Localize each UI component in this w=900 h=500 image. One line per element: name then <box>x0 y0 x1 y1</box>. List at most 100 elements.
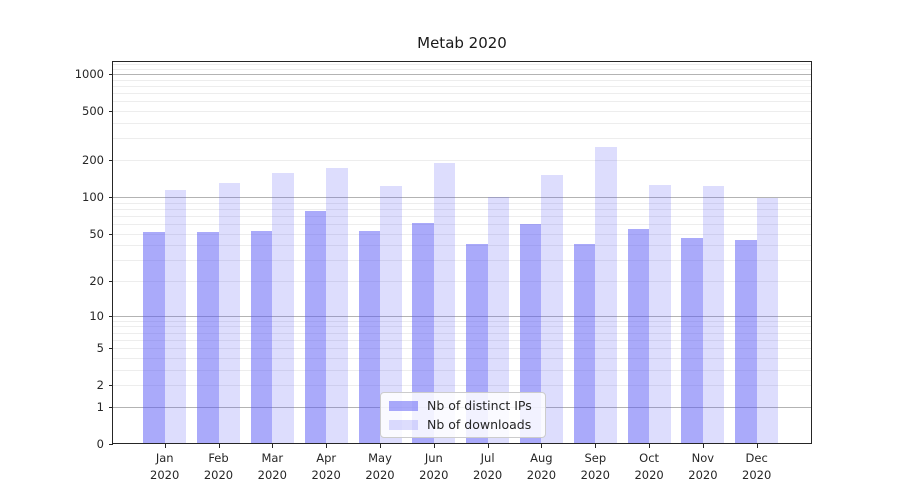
bar-downloads-aug <box>541 175 563 444</box>
x-tick <box>433 444 435 448</box>
bar-distinct-ips-may <box>358 231 380 444</box>
x-tick <box>164 444 166 448</box>
x-tick <box>487 444 489 448</box>
legend: Nb of distinct IPs Nb of downloads <box>380 392 546 438</box>
bar-downloads-feb <box>218 183 240 444</box>
y-tick <box>109 348 113 350</box>
bar-downloads-jan <box>164 189 187 444</box>
y-tick <box>109 196 113 198</box>
minor-gridline <box>113 339 811 341</box>
y-tick-label: 10 <box>89 308 104 323</box>
bar-downloads-jul <box>487 196 510 444</box>
bar-distinct-ips-sep <box>573 243 596 444</box>
bar-distinct-ips-nov <box>681 237 703 444</box>
y-tick <box>109 74 113 76</box>
minor-gridline <box>113 123 811 125</box>
minor-gridline <box>113 202 811 204</box>
bar-downloads-jun <box>433 162 456 444</box>
bar-distinct-ips-mar <box>250 231 273 444</box>
x-tick <box>541 444 543 448</box>
x-tick-label-jun: Jun 2020 <box>419 451 449 483</box>
minor-gridline <box>113 326 811 328</box>
y-tick <box>109 406 113 408</box>
top-spine <box>112 61 812 62</box>
minor-gridline <box>113 332 811 334</box>
x-tick <box>380 444 381 448</box>
y-tick-label: 200 <box>82 153 104 168</box>
minor-gridline <box>113 138 811 140</box>
y-tick <box>109 160 113 162</box>
bar-downloads-sep <box>595 147 617 444</box>
minor-gridline <box>113 348 811 350</box>
x-tick <box>218 444 220 448</box>
y-tick <box>109 233 113 235</box>
y-tick-label: 5 <box>96 341 104 356</box>
bar-distinct-ips-feb <box>197 232 219 444</box>
minor-gridline <box>113 385 811 387</box>
y-tick-label: 1 <box>96 399 104 414</box>
minor-gridline <box>113 357 811 359</box>
bar-downloads-dec <box>756 198 779 444</box>
bar-downloads-may <box>380 185 402 444</box>
legend-swatch-downloads <box>389 419 418 430</box>
bar-downloads-mar <box>272 172 294 444</box>
minor-gridline <box>113 233 811 235</box>
legend-label-downloads: Nb of downloads <box>427 417 532 432</box>
minor-gridline <box>113 320 811 322</box>
minor-gridline <box>113 369 811 371</box>
major-gridline <box>113 315 811 317</box>
x-tick-label-aug: Aug 2020 <box>526 451 557 483</box>
y-tick <box>109 111 113 113</box>
x-tick <box>649 444 651 448</box>
y-tick-label: 500 <box>82 104 104 119</box>
bar-distinct-ips-aug <box>519 223 542 444</box>
legend-item-distinct-ips: Nb of distinct IPs <box>389 398 545 413</box>
x-tick <box>756 444 758 448</box>
minor-gridline <box>113 101 811 103</box>
y-tick-label: 100 <box>82 189 104 204</box>
plot-area <box>113 62 811 444</box>
x-tick-label-jul: Jul 2020 <box>472 451 503 483</box>
y-tick <box>109 281 113 282</box>
minor-gridline <box>113 245 811 247</box>
major-gridline <box>113 74 811 76</box>
x-tick-label-feb: Feb 2020 <box>203 451 234 483</box>
bar-downloads-nov <box>702 186 725 444</box>
x-tick-label-jan: Jan 2020 <box>150 451 180 483</box>
minor-gridline <box>113 93 811 95</box>
bottom-spine <box>112 443 812 444</box>
right-spine <box>811 61 812 444</box>
minor-gridline <box>113 208 811 210</box>
minor-gridline <box>113 281 811 282</box>
x-tick <box>326 444 328 448</box>
minor-gridline <box>113 260 811 262</box>
chart-title: Metab 2020 <box>417 34 507 52</box>
x-tick-label-oct: Oct 2020 <box>634 451 664 483</box>
legend-item-downloads: Nb of downloads <box>389 417 545 432</box>
x-tick-label-may: May 2020 <box>365 451 395 483</box>
y-tick <box>109 385 113 387</box>
legend-swatch-distinct-ips <box>389 400 418 411</box>
minor-gridline <box>113 64 811 66</box>
minor-gridline <box>113 160 811 162</box>
y-tick-label: 1000 <box>74 67 104 82</box>
x-tick-label-mar: Mar 2020 <box>257 451 287 483</box>
x-tick-label-apr: Apr 2020 <box>311 451 341 483</box>
y-tick <box>109 444 113 445</box>
legend-label-distinct-ips: Nb of distinct IPs <box>427 398 532 413</box>
minor-gridline <box>113 223 811 225</box>
minor-gridline <box>113 69 811 70</box>
bar-distinct-ips-jan <box>143 232 165 444</box>
minor-gridline <box>113 79 811 81</box>
x-tick <box>272 444 274 448</box>
bar-downloads-oct <box>649 185 671 444</box>
y-tick-label: 2 <box>96 378 104 393</box>
x-tick <box>595 444 597 448</box>
minor-gridline <box>113 215 811 217</box>
x-tick-label-nov: Nov 2020 <box>688 451 718 483</box>
major-gridline <box>113 196 811 198</box>
y-tick-label: 50 <box>89 226 104 241</box>
minor-gridline <box>113 111 811 113</box>
minor-gridline <box>113 86 811 87</box>
